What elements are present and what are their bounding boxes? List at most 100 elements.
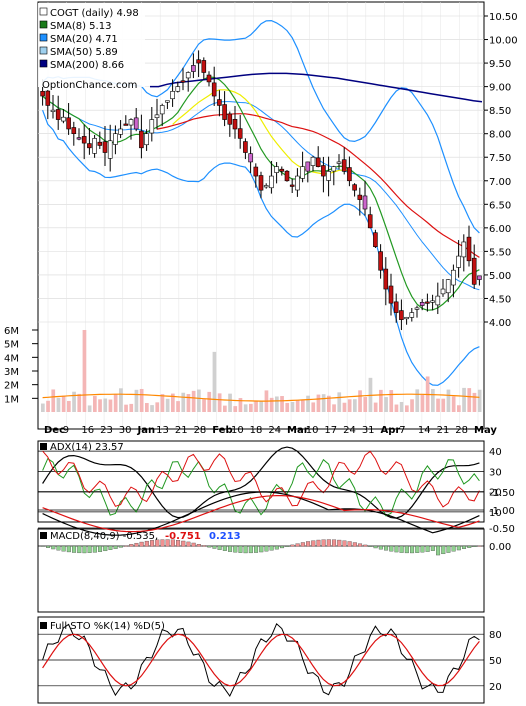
candle-body (284, 170, 290, 182)
volume-bar (446, 389, 451, 412)
date-label: 16 (81, 425, 94, 436)
macd-histogram-bar (462, 545, 467, 549)
candle-body (170, 91, 175, 100)
candle-body (414, 307, 420, 310)
volume-bar (254, 401, 258, 412)
macd-histogram-bar (295, 543, 300, 547)
macd-histogram-bar (451, 545, 456, 552)
volume-bar (191, 390, 196, 412)
candle-body (440, 288, 446, 295)
macd-histogram-bar (248, 545, 253, 554)
date-label: 17 (324, 425, 337, 436)
macd-histogram-bar (176, 540, 181, 547)
candle-body (404, 316, 409, 320)
candle-body (154, 114, 160, 118)
volume-bar (259, 400, 264, 412)
candle-body (175, 86, 181, 92)
candle-body (451, 269, 456, 286)
price-tick-label: 5.50 (489, 247, 511, 258)
price-legend: COGT (daily) 4.98 SMA(8) 5.13 SMA(20) 4.71… (38, 3, 145, 91)
macd-histogram-bar (212, 545, 217, 549)
date-label: 9 (63, 425, 69, 436)
macd-histogram-bar (181, 540, 186, 547)
price-tick-label: 10.00 (489, 36, 518, 47)
candle-body (383, 268, 389, 290)
macd-histogram-bar (233, 545, 238, 553)
macd-histogram-bar (378, 545, 383, 550)
candle-body (144, 133, 149, 146)
macd-histogram-bar (410, 545, 415, 554)
macd-histogram-bar (196, 544, 201, 547)
macd-histogram-bar (103, 545, 108, 552)
price-tick-label: 8.50 (489, 106, 511, 117)
macd-histogram-bar (87, 545, 92, 553)
candle-body (92, 138, 97, 154)
legend-label: SMA(20) 4.71 (50, 34, 118, 45)
price-tick-label: 9.50 (489, 59, 511, 70)
candle-body (362, 195, 368, 210)
volume-bar (228, 393, 232, 412)
volume-bar (61, 395, 66, 412)
volume-tick-label: 2M (4, 381, 19, 392)
macd-histogram-bar (467, 545, 472, 548)
legend-swatch (39, 33, 48, 42)
candle-body (222, 104, 227, 120)
candle-body (211, 82, 217, 97)
macd-histogram-bar (264, 545, 269, 552)
macd-histogram-bar (92, 545, 97, 553)
macd-histogram-bar (155, 539, 160, 547)
candle-body (269, 175, 274, 189)
macd-histogram-bar (404, 545, 409, 554)
date-label: 18 (250, 425, 263, 436)
volume-bar (113, 394, 118, 412)
candle-body (258, 175, 264, 191)
macd-histogram-bar (113, 545, 118, 549)
volume-bar (46, 400, 50, 412)
volume-bar (379, 389, 383, 412)
candle-body (40, 91, 45, 97)
volume-bar (145, 403, 149, 412)
candle-body (196, 59, 201, 64)
macd-histogram-bar (144, 540, 149, 547)
candle-body (165, 100, 170, 103)
di-minus-line (42, 450, 480, 508)
macd-histogram-bar (290, 544, 295, 547)
candle-body (456, 255, 461, 268)
volume-bar (306, 395, 310, 412)
candle-body (76, 137, 82, 140)
macd-histogram-bar (326, 539, 331, 547)
volume-tick-label: 5M (4, 340, 19, 351)
macd-histogram-bar (98, 545, 103, 552)
macd-histogram-bar (342, 540, 347, 547)
candle-body (295, 175, 300, 191)
volume-bar (160, 394, 165, 412)
volume-bar (441, 398, 446, 412)
volume-bar (462, 387, 466, 412)
macd-histogram-bar (477, 545, 482, 547)
volume-bar (238, 398, 243, 412)
macd-histogram-bar (217, 545, 222, 550)
date-label: 23 (100, 425, 113, 436)
volume-bar (467, 388, 472, 412)
candle-body (237, 128, 243, 139)
volume-bar (399, 401, 404, 412)
date-label: 30 (119, 425, 132, 436)
candle-body (347, 167, 352, 182)
volume-bar (93, 395, 97, 412)
date-label: 14 (418, 425, 431, 436)
volume-bar (431, 389, 435, 412)
macd-histogram-bar (456, 545, 461, 551)
legend-label: COGT (daily) 4.98 (50, 8, 139, 19)
volume-bar (316, 394, 321, 412)
macd-histogram-bar (150, 540, 155, 547)
volume-bar (327, 395, 331, 412)
candle-body (305, 161, 311, 172)
sma-red-line (156, 113, 480, 258)
volume-bar (472, 392, 477, 412)
macd-histogram-bar (446, 545, 451, 553)
candle-body (425, 301, 430, 304)
macd-histogram-bar (134, 542, 139, 547)
candle-body (61, 116, 66, 122)
candle-body (107, 140, 113, 159)
